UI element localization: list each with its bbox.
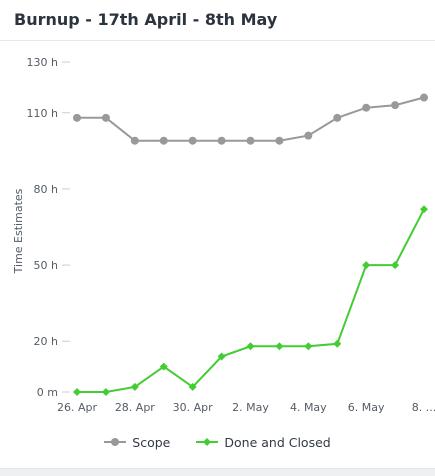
data-point-circle (159, 136, 168, 145)
x-tick-label: 28. Apr (115, 401, 155, 414)
legend-done-marker (196, 438, 219, 446)
legend-label-scope: Scope (132, 434, 171, 450)
series-layer (73, 93, 428, 396)
data-point-diamond (159, 362, 168, 371)
data-point-circle (73, 113, 81, 122)
data-point-circle (391, 101, 400, 110)
data-point-diamond (275, 342, 284, 351)
y-tick-label: 110 h (27, 107, 58, 120)
data-point-diamond (304, 342, 313, 351)
legend-item-scope[interactable]: Scope (104, 435, 170, 450)
legend-label-done-and-closed: Done and Closed (224, 434, 331, 450)
data-point-circle (362, 103, 371, 112)
card-header: Burnup - 17th April - 8th May (0, 0, 435, 41)
y-tick-label: 0 m (37, 386, 58, 399)
data-point-diamond (333, 339, 342, 348)
y-tick-label: 50 h (34, 259, 58, 272)
data-point-circle (217, 136, 226, 145)
data-point-diamond (362, 261, 371, 270)
data-point-diamond (420, 205, 428, 214)
y-axis-label: Time Estimates (12, 188, 25, 274)
x-tick-label: 8. ... (412, 401, 435, 414)
data-point-diamond (188, 382, 197, 391)
data-point-diamond (217, 352, 226, 361)
data-point-diamond (246, 342, 255, 351)
data-point-circle (333, 113, 342, 122)
data-point-circle (275, 136, 284, 145)
x-tick-label: 6. May (348, 401, 385, 414)
data-point-circle (188, 136, 197, 145)
burnup-chart: Time Estimates 0 m 20 h 50 h 80 h 110 h 130 h… (12, 56, 435, 414)
data-point-diamond (101, 388, 110, 396)
series-line-1 (77, 208, 425, 393)
y-tick-label: 20 h (34, 335, 58, 348)
legend-scope-marker (104, 438, 127, 446)
data-point-circle (246, 136, 255, 145)
chart-title: Burnup - 17th April - 8th May (14, 10, 278, 29)
x-tick-label: 2. May (232, 401, 269, 414)
y-tick-label: 130 h (27, 56, 58, 69)
data-point-diamond (391, 261, 400, 270)
series-line-0 (77, 96, 425, 142)
data-point-diamond (73, 388, 81, 396)
data-point-circle (101, 113, 110, 122)
x-tick-label: 30. Apr (173, 401, 213, 414)
data-point-circle (420, 93, 428, 102)
data-point-circle (304, 131, 313, 140)
legend-item-done-and-closed[interactable]: Done and Closed (196, 434, 331, 450)
x-tick-label: 4. May (290, 401, 327, 414)
data-point-circle (130, 136, 139, 145)
chart-legend[interactable]: Scope Done and Closed (0, 432, 435, 452)
x-tick-label: 26. Apr (57, 401, 97, 414)
data-point-diamond (130, 382, 139, 391)
y-tick-label: 80 h (34, 183, 58, 196)
axes: 0 m 20 h 50 h 80 h 110 h 130 h 26. Apr 28. Apr 3… (27, 56, 435, 414)
chart-plot: Time Estimates 0 m 20 h 50 h 80 h 110 h 130 h… (0, 41, 435, 468)
